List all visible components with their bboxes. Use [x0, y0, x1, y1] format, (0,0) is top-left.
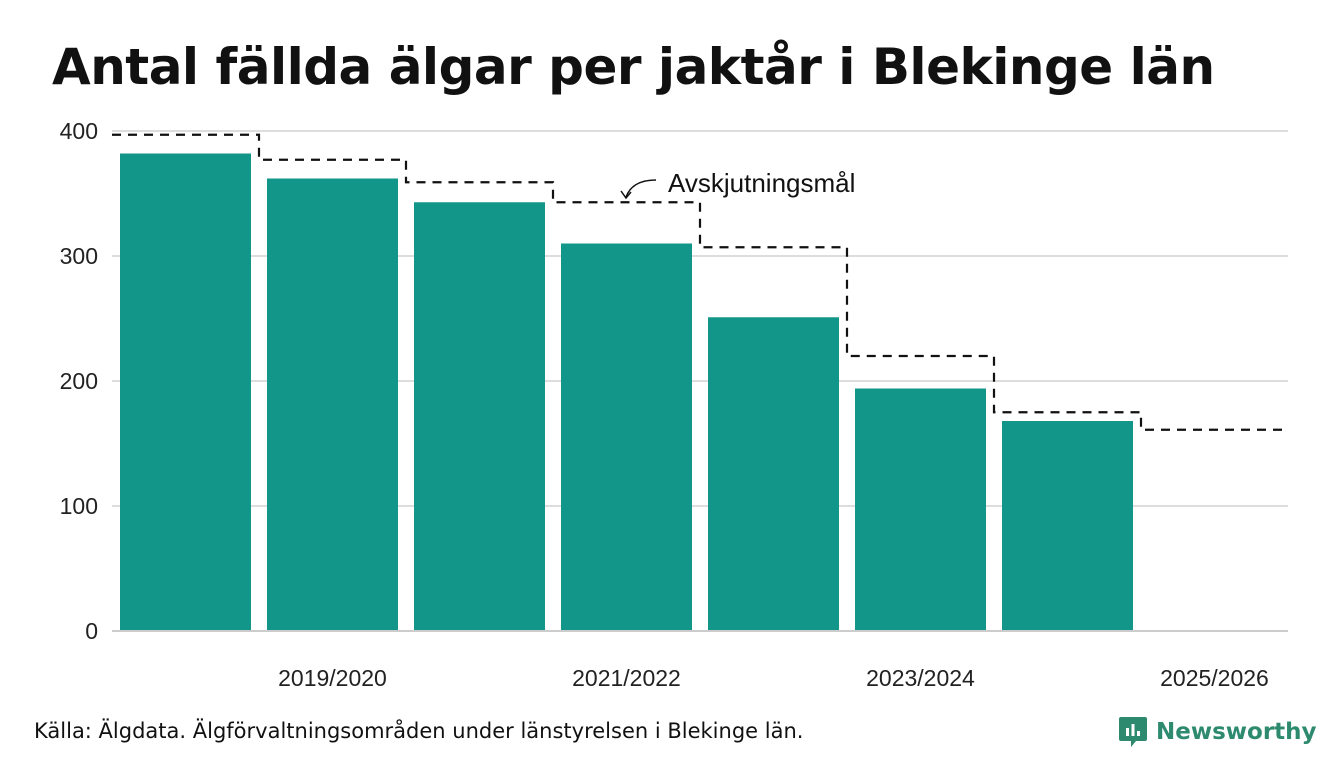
annotation-arrowhead	[620, 190, 632, 200]
y-tick-label: 100	[60, 493, 98, 519]
y-tick-label: 200	[60, 368, 98, 394]
bar-2022-2023	[708, 317, 839, 631]
bar-chart: 0 100 200 300 400 2019/2020 2021/2022 2023/202…	[60, 118, 1288, 691]
y-tick-label: 400	[60, 118, 98, 144]
bar-2018-2019	[120, 153, 251, 631]
target-step-line	[112, 133, 1288, 431]
x-axis-labels: 2019/2020 2021/2022 2023/2024 2025/2026	[278, 665, 1269, 691]
x-tick-label: 2023/2024	[866, 665, 975, 691]
x-tick-label: 2021/2022	[572, 665, 681, 691]
target-annotation: Avskjutningsmål	[620, 168, 855, 200]
y-tick-label: 0	[85, 618, 98, 644]
brand-logo: Newsworthy	[1118, 714, 1317, 750]
chart-title: Antal fällda älgar per jaktår i Blekinge…	[52, 38, 1215, 96]
bar-2023-2024	[855, 388, 986, 631]
bar-2019-2020	[267, 178, 398, 631]
x-tick-label: 2019/2020	[278, 665, 387, 691]
bars	[120, 153, 1133, 631]
source-note: Källa: Älgdata. Älgförvaltningsområden u…	[34, 719, 804, 743]
y-tick-label: 300	[60, 243, 98, 269]
x-tick-label: 2025/2026	[1160, 665, 1269, 691]
annotation-label: Avskjutningsmål	[668, 168, 855, 198]
bar-2020-2021	[414, 202, 545, 631]
newsworthy-logo-icon	[1119, 717, 1147, 747]
annotation-arrow	[625, 179, 657, 198]
y-axis-labels: 0 100 200 300 400	[60, 118, 98, 644]
bar-2024-2025	[1002, 421, 1133, 631]
brand-name: Newsworthy	[1156, 719, 1317, 745]
bar-2021-2022	[561, 243, 692, 631]
